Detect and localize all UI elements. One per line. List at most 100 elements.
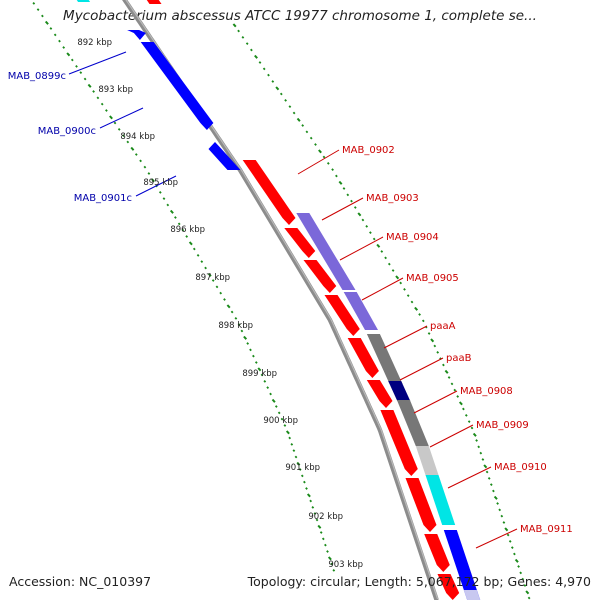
inner-tick-mark (453, 388, 457, 392)
inner-tick-mark (326, 161, 330, 165)
scale-tick-label: 892 kbp (77, 38, 112, 48)
outer-tick-mark (181, 228, 185, 232)
reverse-gene-label[interactable]: MAB_0900c (38, 126, 96, 137)
outer-tick-mark (326, 550, 329, 553)
forward-gene-label[interactable]: MAB_0905 (406, 273, 459, 284)
outer-tick-mark (200, 260, 204, 264)
scale-tick-label: 893 kbp (98, 85, 133, 95)
inner-tick-mark (232, 23, 237, 28)
inner-tick-mark (237, 29, 240, 33)
inner-tick-mark (483, 464, 488, 469)
outer-tick-mark (130, 146, 135, 151)
inner-tick-mark (464, 413, 468, 417)
outer-tick-mark (271, 398, 276, 403)
outer-tick-mark (257, 367, 262, 372)
outer-tick-mark (188, 241, 193, 246)
inner-tick-mark (338, 180, 343, 185)
inner-tick-mark (418, 313, 421, 316)
reverse-gene-label[interactable]: MAB_0899c (8, 71, 66, 82)
outer-tick-mark (96, 96, 100, 100)
inner-tick-mark (414, 306, 419, 311)
outer-tick-mark (296, 461, 301, 466)
inner-tick-mark (481, 458, 485, 461)
forward-label-leader (297, 149, 340, 175)
outer-tick-mark (269, 392, 272, 396)
outer-tick-mark (143, 165, 147, 169)
inner-tick-mark (372, 237, 376, 241)
category-strip-segment (296, 213, 356, 290)
forward-label-leader (321, 197, 364, 221)
outer-tick-mark (283, 424, 287, 427)
category-strip-segment (396, 400, 429, 446)
inner-tick-mark (267, 73, 270, 77)
outer-tick-mark (311, 505, 315, 509)
outer-tick-mark (66, 52, 71, 57)
outer-tick-mark (44, 20, 49, 25)
reverse-label-leader (99, 107, 144, 129)
inner-tick-mark (376, 243, 381, 248)
inner-tick-mark (292, 111, 296, 115)
inner-tick-mark (487, 476, 491, 480)
scale-tick-label: 897 kbp (195, 273, 230, 283)
inner-tick-mark (489, 483, 493, 487)
outer-tick-mark (109, 115, 113, 120)
outer-tick-mark (324, 543, 327, 547)
outer-tick-mark (62, 46, 66, 49)
label-leaders-layer (68, 51, 518, 549)
accession-text: Accession: NC_010397 (9, 574, 152, 589)
forward-gene-label[interactable]: MAB_0903 (366, 193, 419, 204)
inner-tick-mark (447, 376, 451, 379)
inner-tick-mark (331, 168, 334, 172)
reverse-label-leader (135, 175, 177, 197)
category-strip-segment (463, 590, 481, 600)
inner-tick-mark (365, 224, 369, 228)
forward-gene-label[interactable]: MAB_0908 (460, 386, 513, 397)
outer-tick-mark (254, 361, 258, 364)
inner-tick-mark (470, 426, 474, 430)
outer-tick-mark (305, 487, 308, 490)
inner-tick-mark (279, 92, 283, 96)
inner-tick-mark (523, 584, 527, 587)
outer-tick-mark (240, 329, 244, 333)
forward-gene-label[interactable]: MAB_0911 (520, 524, 573, 535)
inner-tick-mark (406, 294, 410, 298)
outer-tick-mark (234, 316, 238, 320)
outer-tick-mark (105, 109, 108, 112)
outer-tick-mark (243, 335, 248, 340)
inner-tick-mark (506, 533, 510, 537)
outer-tick-mark (75, 64, 78, 68)
outer-tick-mark (70, 58, 74, 62)
inner-tick-mark (496, 502, 499, 505)
inner-tick-mark (262, 67, 266, 71)
inner-tick-mark (467, 420, 471, 424)
inner-tick-mark (472, 432, 477, 437)
forward-label-leader (339, 236, 384, 261)
inner-tick-mark (427, 332, 431, 335)
inner-tick-mark (350, 199, 353, 203)
inner-tick-mark (288, 105, 292, 109)
forward-gene-label[interactable]: MAB_0909 (476, 420, 529, 431)
scale-tick-label: 896 kbp (170, 225, 205, 235)
inner-tick-mark (357, 212, 362, 217)
outer-tick-mark (300, 474, 304, 478)
forward-label-leader (361, 277, 404, 301)
forward-gene-9 (424, 534, 450, 572)
outer-tick-mark (174, 216, 177, 219)
inner-tick-mark (493, 495, 498, 500)
forward-gene-label[interactable]: MAB_0910 (494, 462, 547, 473)
forward-gene-2 (284, 228, 316, 258)
forward-label-leader (429, 424, 474, 448)
forward-gene-label[interactable]: MAB_0902 (342, 145, 395, 156)
category-strip-segment (425, 475, 456, 525)
inner-tick-mark (258, 61, 262, 64)
reverse-gene-label[interactable]: MAB_0901c (74, 193, 132, 204)
outer-tick-mark (309, 499, 313, 503)
forward-gene-label[interactable]: MAB_0904 (386, 232, 439, 243)
inner-tick-mark (241, 35, 245, 39)
genome-stats-text: Topology: circular; Length: 5,067,172 bp… (247, 574, 591, 589)
outer-tick-mark (246, 342, 250, 345)
category-strip-segment (388, 381, 411, 401)
forward-gene-label[interactable]: paaB (446, 353, 472, 364)
forward-gene-label[interactable]: paaA (430, 321, 456, 332)
inner-tick-mark (458, 401, 463, 406)
